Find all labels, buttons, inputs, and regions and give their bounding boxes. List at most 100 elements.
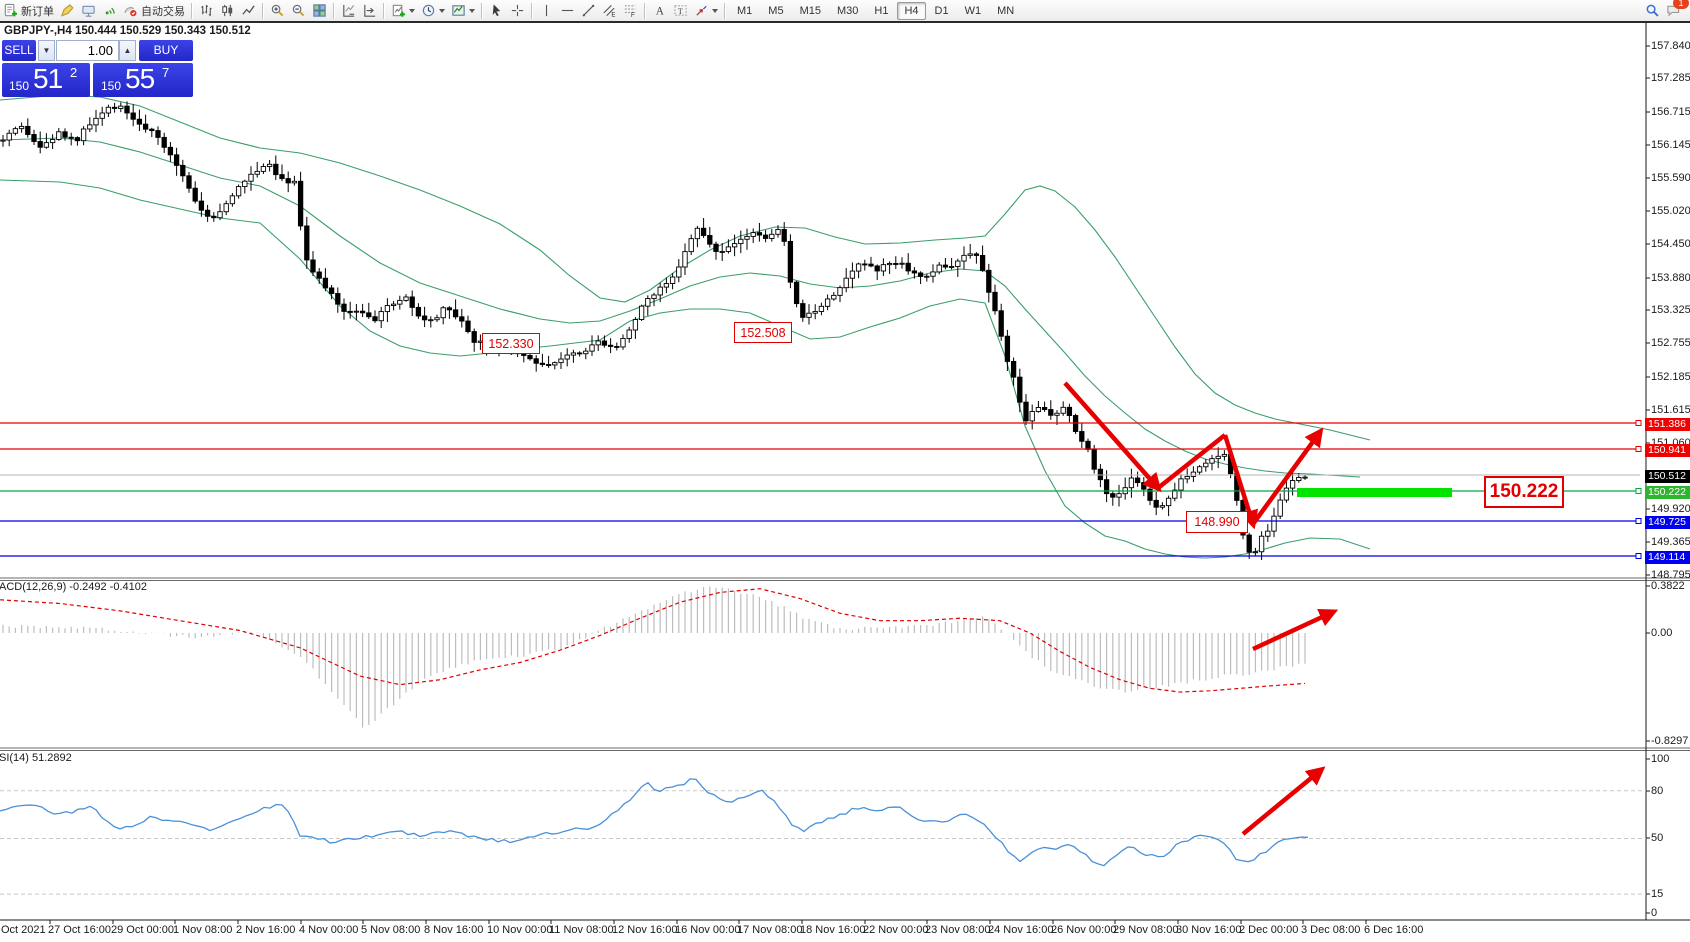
candle-body	[353, 310, 360, 313]
price-line-anchor	[1635, 446, 1642, 452]
candle-body	[651, 294, 657, 299]
candle-body	[1103, 479, 1110, 495]
timeframe-m1-button[interactable]: M1	[737, 4, 753, 17]
period-button[interactable]	[418, 1, 448, 20]
candle-body	[74, 137, 81, 142]
time-tick-label: 16 Nov 00:00	[675, 924, 741, 936]
timeframe-m15-button[interactable]: M15	[799, 4, 821, 17]
candle-body	[310, 259, 316, 273]
channel-button[interactable]: E	[599, 1, 620, 20]
tile-windows-button[interactable]	[309, 1, 330, 20]
candle-body	[793, 281, 800, 305]
chevron-down-icon[interactable]	[469, 8, 475, 13]
price-annotation-152.330: 152.330	[482, 333, 540, 354]
candle-body	[762, 234, 769, 239]
candle-body	[948, 266, 955, 268]
line-chart-icon	[242, 5, 255, 15]
price-line-anchor	[1635, 553, 1642, 559]
candle-body	[291, 180, 298, 184]
signal-button[interactable]	[99, 1, 120, 20]
vertical-line-icon	[545, 4, 548, 17]
shift-chart-icon	[364, 4, 376, 17]
candle-body	[211, 215, 217, 219]
bid-price-display[interactable]: 150 51 2	[2, 63, 90, 97]
candle-body	[806, 312, 812, 318]
volume-increase-button[interactable]: ▲	[119, 40, 136, 61]
zoom-out-icon	[292, 4, 305, 17]
candle-body	[384, 305, 391, 313]
candle-body	[843, 277, 849, 289]
candle-body	[260, 166, 267, 172]
crosshair-button[interactable]	[507, 1, 528, 20]
time-tick-label: 5 Nov 08:00	[361, 924, 421, 936]
chevron-down-icon[interactable]	[712, 8, 718, 13]
ask-price-major: 150	[101, 79, 122, 93]
chat-button[interactable]: 1	[1663, 0, 1689, 20]
timeframe-h1-button[interactable]: H1	[874, 4, 889, 17]
rsi-trend-arrow	[1241, 766, 1326, 836]
horizontal-line-icon	[561, 9, 574, 12]
candle-body	[992, 291, 998, 312]
candle-body	[725, 246, 732, 252]
candle-body	[750, 232, 756, 237]
timeframe-h4-button[interactable]: H4	[897, 1, 926, 20]
candlestick-button[interactable]	[217, 1, 238, 20]
toolbar-button-label: 自动交易	[141, 5, 185, 18]
candle-body	[434, 317, 440, 321]
arrows-button[interactable]	[691, 1, 721, 20]
toolbar-separator	[531, 2, 533, 19]
trendline-button[interactable]	[578, 1, 599, 20]
autotrading-button[interactable]: 自动交易	[120, 1, 188, 20]
candle-body	[378, 311, 384, 322]
add-indicator-button[interactable]	[388, 1, 418, 20]
timeframe-m5-button[interactable]: M5	[768, 4, 784, 17]
text-button[interactable]: A	[649, 1, 670, 20]
candle-body	[1258, 535, 1265, 553]
sell-button[interactable]: SELL	[2, 40, 36, 61]
timeframe-mn-button[interactable]: MN	[997, 4, 1015, 17]
volume-decrease-button[interactable]: ▼	[38, 40, 55, 61]
fibonacci-button[interactable]: F	[620, 1, 641, 20]
indicator-window-button[interactable]	[338, 1, 359, 20]
ask-price-point: 7	[162, 65, 170, 80]
ask-price-display[interactable]: 150 55 7	[93, 63, 193, 97]
signal-icon	[105, 7, 115, 15]
candle-body	[1302, 476, 1308, 479]
shift-chart-button[interactable]	[359, 1, 380, 20]
chevron-down-icon[interactable]	[439, 8, 445, 13]
search-button[interactable]	[1642, 1, 1663, 20]
zoom-in-button[interactable]	[267, 1, 288, 20]
label-button[interactable]: T	[670, 1, 691, 20]
chevron-down-icon[interactable]	[409, 8, 415, 13]
candle-body	[1209, 458, 1215, 464]
new-order-button[interactable]: 新订单	[0, 1, 57, 20]
metaeditor-button[interactable]	[57, 1, 78, 20]
timeframe-w1-button[interactable]: W1	[964, 4, 982, 17]
zoom-out-button[interactable]	[288, 1, 309, 20]
tile-windows-icon	[313, 4, 326, 17]
line-chart-button[interactable]	[238, 1, 259, 20]
template-button[interactable]	[448, 1, 478, 20]
toolbar-button-label: 新订单	[21, 5, 54, 18]
candle-body	[1041, 407, 1048, 411]
trend-arrow-segment	[1251, 427, 1324, 526]
time-tick-label: 24 Nov 16:00	[988, 924, 1054, 936]
time-tick-label: 6 Dec 16:00	[1364, 924, 1424, 936]
candle-body	[285, 178, 291, 184]
candle-body	[924, 275, 930, 278]
bar-chart-button[interactable]	[196, 1, 217, 20]
timeframe-d1-button[interactable]: D1	[934, 4, 949, 17]
volume-input[interactable]	[56, 40, 119, 61]
metaeditor-icon	[60, 4, 74, 17]
candle-body	[56, 131, 62, 140]
buy-button[interactable]: BUY	[139, 40, 193, 61]
market-button[interactable]	[78, 1, 99, 20]
candle-body	[1296, 476, 1302, 482]
crosshair-icon	[511, 4, 524, 17]
horizontal-line-button[interactable]	[557, 1, 578, 20]
price-tick-label: 152.185	[1651, 371, 1690, 383]
cursor-button[interactable]	[486, 1, 507, 20]
timeframe-m30-button[interactable]: M30	[836, 4, 859, 17]
vertical-line-button[interactable]	[536, 1, 557, 20]
